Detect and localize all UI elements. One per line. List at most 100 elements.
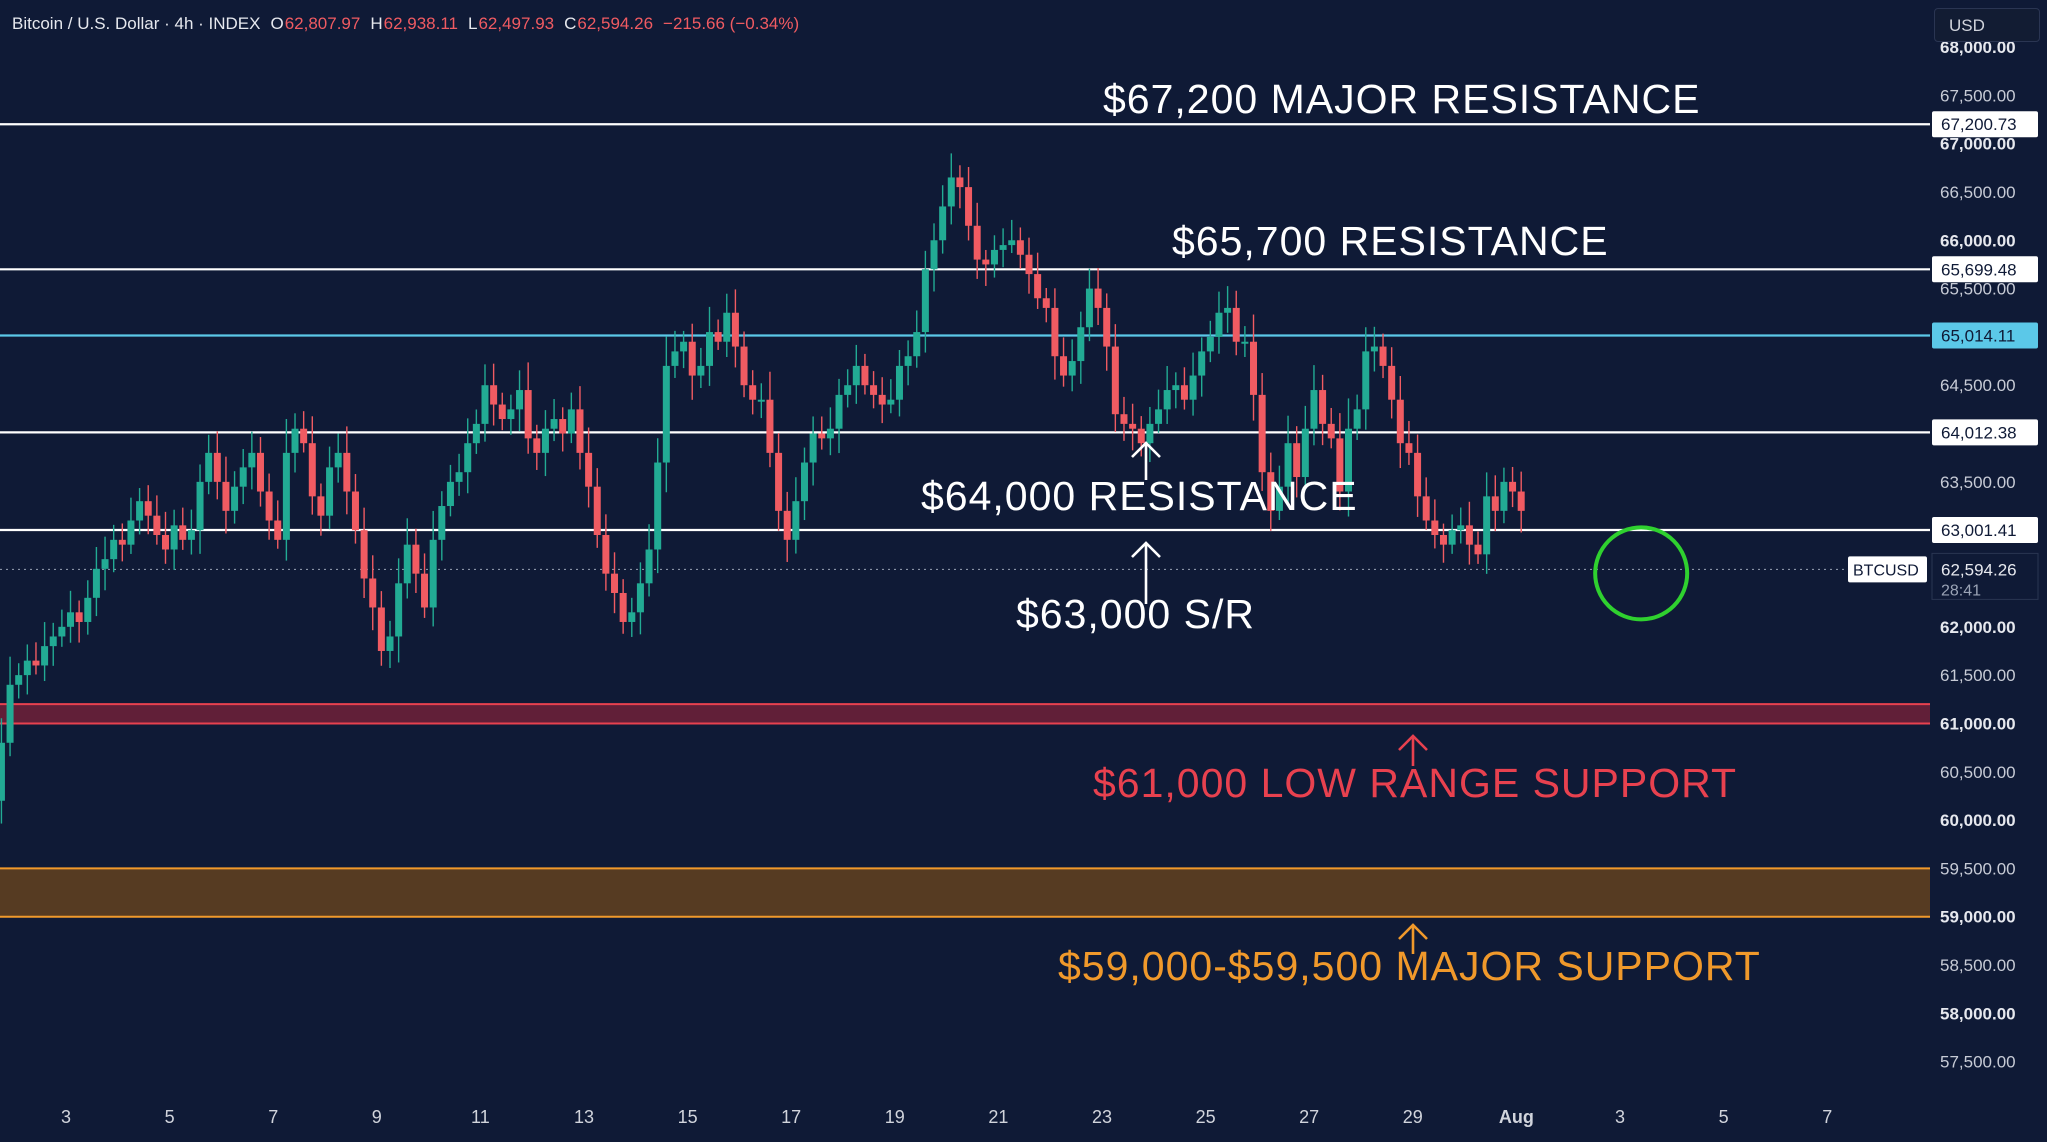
price-tick-label: 59,000.00 [1940,908,2016,927]
candle-body [852,365,860,386]
candle-body [628,612,636,622]
candle-body [1232,307,1240,342]
candle-body [1319,390,1327,424]
candle-body [481,385,489,424]
ohlc-low: L 62,497.93 [468,14,555,33]
time-tick-label: 25 [1196,1107,1216,1127]
support-zone-1 [0,868,1930,917]
symbol-tag-label: BTCUSD [1853,562,1919,579]
candle-body [1008,240,1016,246]
candle-body [766,399,774,453]
change-value: −215.66 (−0.34%) [663,14,800,33]
candle-body [826,428,834,439]
candle-body [982,259,990,265]
candle-body [1077,327,1085,362]
last-price-value: 62,594.26 [1941,560,2017,579]
candle-body [593,486,601,536]
time-tick-label: 9 [372,1107,382,1127]
candle-body [386,636,394,651]
time-tick-label: 13 [574,1107,594,1127]
time-tick-label: 7 [268,1107,278,1127]
candle-body [205,452,213,482]
candle-body [636,583,644,613]
candle-body [1129,423,1137,429]
candle-body [1094,288,1102,308]
candles-layer [0,153,1525,824]
annotation-label-4: $61,000 LOW RANGE SUPPORT [1093,760,1737,806]
candle-body [23,660,31,676]
high-value: 62,938.11 [383,14,458,33]
candle-body [144,501,152,516]
candle-body [1301,428,1309,478]
level-tag-label-3: 64,012.38 [1941,423,2017,442]
candle-body [930,240,938,270]
candle-body [947,177,955,207]
candle-body [421,573,429,608]
candle-body [464,443,472,473]
candle-body [274,520,282,540]
level-tag-bg-4 [1932,517,2038,544]
candle-body [895,365,903,400]
candle-body [1344,428,1352,492]
candle-body [740,346,748,386]
level-lines-layer [0,123,1930,532]
candle-body [110,539,118,560]
arrow-63000-head [1131,541,1161,558]
candle-body [49,636,57,647]
candle-body [1180,385,1188,400]
annotation-label-3: $63,000 S/R [1016,591,1255,637]
candle-body [939,206,947,241]
candle-body [179,525,187,540]
time-tick-label: 3 [61,1107,71,1127]
candle-body [1405,443,1413,453]
currency-button[interactable]: USD [1934,8,2040,42]
candle-body [360,530,368,579]
time-tick-label: 21 [988,1107,1008,1127]
time-tick-label: Aug [1499,1107,1534,1127]
candle-body [559,419,567,434]
candle-body [6,684,14,743]
candle-body [1120,414,1128,424]
candle-body [1189,375,1197,400]
candle-body [282,452,290,540]
symbol-title[interactable]: Bitcoin / U.S. Dollar · 4h · INDEX [12,14,261,33]
candle-body [1370,346,1378,352]
candle-body [326,467,334,516]
annotation-label-0: $67,200 MAJOR RESISTANCE [1103,76,1700,122]
candle-body [395,583,403,637]
level-tag-label-0: 67,200.73 [1941,115,2017,134]
candle-body [1491,496,1499,511]
candle-body [1016,240,1024,255]
candle-body [343,452,351,492]
candle-body [1155,409,1163,424]
candle-body [904,356,912,366]
candle-body [101,559,109,569]
price-tick-label: 64,500.00 [1940,376,2016,395]
level-tag-label-1: 65,699.48 [1941,260,2017,279]
price-tick-label: 58,500.00 [1940,956,2016,975]
candle-body [870,385,878,395]
candle-body [818,433,826,439]
level-tag-bg-3 [1932,419,2038,446]
candle-body [1103,307,1111,347]
candle-body [576,409,584,453]
level-tag-bg-0 [1932,111,2038,138]
candle-body [671,351,679,366]
candle-body [1483,496,1491,555]
candle-body [800,462,808,502]
candle-body [662,365,670,463]
low-value: 62,497.93 [478,14,555,33]
candle-body [1439,535,1447,545]
candle-body [1465,525,1473,545]
candle-body [170,525,178,550]
price-tick-label: 65,500.00 [1940,280,2016,299]
candle-body [775,452,783,511]
candle-body [619,592,627,622]
candle-body [973,225,981,260]
candle-body [84,597,92,622]
candle-body [1431,520,1439,536]
candle-body [654,462,662,550]
candle-body [835,394,843,429]
